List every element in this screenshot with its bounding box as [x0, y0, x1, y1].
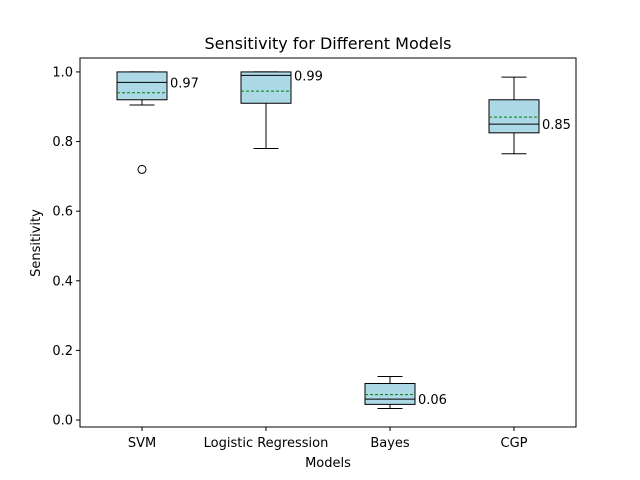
median-value-label: 0.06: [418, 393, 447, 408]
y-tick-label: 0.8: [52, 135, 73, 150]
y-axis: 0.0 0.2 0.4 0.6 0.8 1.0: [52, 65, 80, 429]
x-axis: SVM Logistic Regression Bayes CGP: [128, 427, 528, 451]
median-value-label: 0.97: [170, 76, 199, 91]
box-group: 0.06: [364, 376, 447, 410]
box-iqr: [116, 71, 168, 101]
median-value-label: 0.99: [294, 69, 323, 84]
y-tick-label: 0.0: [52, 414, 73, 429]
y-tick-label: 0.4: [52, 274, 73, 289]
box-iqr: [364, 382, 416, 405]
y-tick-label: 1.0: [52, 65, 73, 80]
box-series: 0.97 0.99 0.06 0.85: [116, 69, 571, 410]
plot-area: [79, 57, 577, 428]
x-axis-label: Models: [305, 456, 351, 471]
outlier-point: [137, 164, 147, 174]
x-tick-label: Logistic Regression: [204, 436, 329, 451]
y-tick-label: 0.2: [52, 344, 73, 359]
chart-title: Sensitivity for Different Models: [204, 34, 451, 53]
median-value-label: 0.85: [542, 118, 571, 133]
y-axis-label: Sensitivity: [29, 209, 44, 277]
x-tick-label: CGP: [501, 436, 528, 451]
x-tick-label: Bayes: [370, 436, 410, 451]
box-iqr: [488, 99, 540, 134]
box-group: 0.85: [488, 76, 571, 155]
y-tick-label: 0.6: [52, 205, 73, 220]
box-group: 0.99: [240, 69, 323, 150]
box-group: 0.97: [116, 71, 199, 174]
box-iqr: [240, 71, 292, 104]
x-tick-label: SVM: [128, 436, 156, 451]
